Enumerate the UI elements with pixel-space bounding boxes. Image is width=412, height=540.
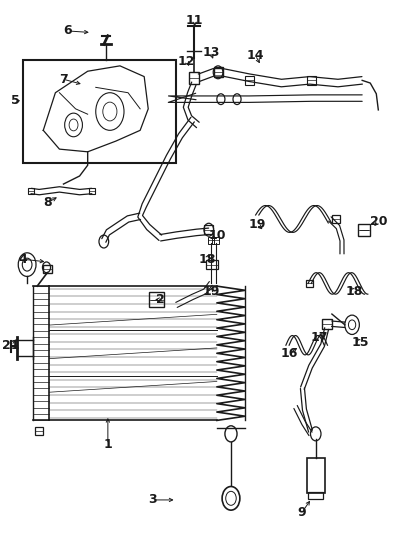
- Text: 5: 5: [11, 94, 19, 107]
- Text: 11: 11: [186, 14, 204, 26]
- Text: 13: 13: [202, 46, 220, 59]
- Bar: [322, 319, 332, 328]
- Text: 21: 21: [2, 339, 20, 352]
- Bar: [206, 260, 218, 269]
- Bar: [309, 492, 323, 500]
- Text: 10: 10: [208, 228, 226, 241]
- Text: 18: 18: [198, 253, 215, 266]
- Bar: [23, 60, 176, 163]
- Bar: [43, 265, 52, 273]
- Bar: [189, 72, 199, 84]
- Bar: [28, 188, 34, 194]
- Bar: [89, 188, 94, 194]
- Text: 15: 15: [351, 336, 369, 349]
- Text: 19: 19: [248, 218, 266, 231]
- Text: 14: 14: [246, 49, 264, 62]
- Bar: [35, 427, 43, 435]
- Text: 3: 3: [148, 494, 157, 507]
- Bar: [149, 292, 164, 307]
- Bar: [214, 68, 222, 77]
- Bar: [204, 225, 213, 234]
- Bar: [213, 237, 219, 244]
- Bar: [208, 237, 214, 244]
- Text: 9: 9: [297, 507, 306, 519]
- Bar: [307, 458, 325, 493]
- Bar: [245, 76, 253, 85]
- Text: 12: 12: [178, 55, 195, 68]
- Text: 20: 20: [370, 215, 387, 228]
- Text: 8: 8: [43, 197, 52, 210]
- Text: 19: 19: [202, 285, 220, 298]
- Bar: [307, 76, 316, 85]
- Text: 1: 1: [103, 438, 112, 451]
- Text: 16: 16: [281, 347, 298, 360]
- Text: 4: 4: [19, 253, 28, 266]
- Bar: [358, 224, 370, 235]
- Text: 6: 6: [63, 24, 72, 37]
- Text: 18: 18: [345, 285, 363, 298]
- Text: 17: 17: [311, 330, 328, 343]
- Bar: [306, 280, 314, 287]
- Bar: [332, 215, 339, 222]
- Text: 7: 7: [59, 73, 68, 86]
- Text: 2: 2: [156, 293, 165, 306]
